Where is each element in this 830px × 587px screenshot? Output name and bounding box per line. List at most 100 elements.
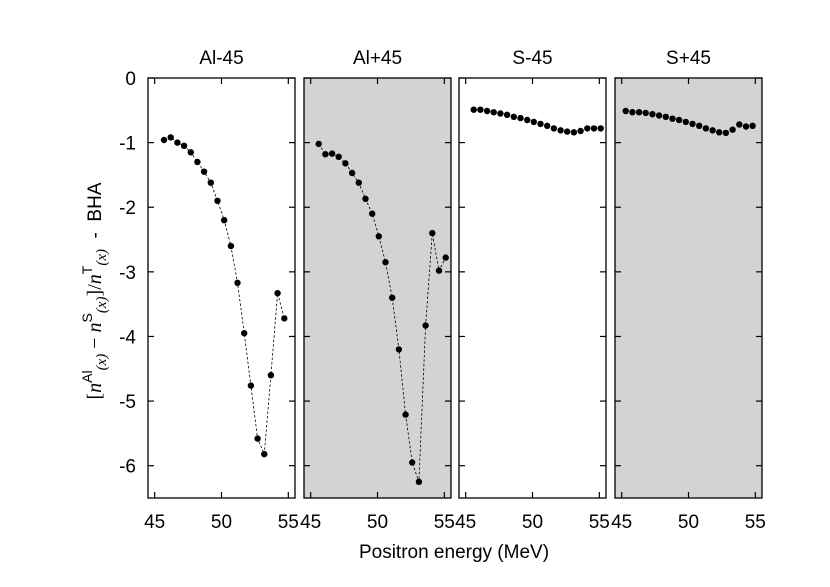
y-tick-label: -4 [119,327,136,348]
data-point [375,233,382,240]
x-tick-label: 55 [745,512,766,533]
panel-1: Al-45 0 -1 -2 -3 -4 -5 -6 45 50 55 [119,48,299,533]
y-tick-label: -1 [119,134,136,155]
ylabel-minus: − [84,332,106,353]
ylabel-n-al: n [84,383,106,393]
data-point [234,279,241,286]
panel-background [615,78,762,498]
data-point [577,127,584,135]
data-point [322,151,329,158]
data-point [510,113,517,121]
data-point [649,111,656,118]
data-point [622,107,629,115]
data-point [200,168,208,175]
data-point [402,411,409,418]
ylabel-n-t: n [84,274,106,284]
data-point [550,125,558,132]
data-point [214,197,221,204]
data-point [241,330,248,337]
data-point [227,242,235,250]
x-tick-label: 45 [455,512,476,533]
panel-4: S+45 45 50 55 [611,48,766,533]
data-point [682,118,689,126]
ylabel-suffix: - BHA [85,182,106,249]
data-point [729,126,736,133]
data-point [669,115,676,122]
data-point [328,150,336,157]
data-point [736,121,743,128]
data-point [742,123,750,130]
data-point [696,122,703,129]
data-point [409,459,416,466]
ylabel-n-s: n [84,322,106,332]
x-tick-label: 50 [367,512,388,533]
data-point [442,254,449,261]
data-point [335,153,342,160]
x-tick-label: 55 [278,512,299,533]
data-point [642,109,649,117]
panel-title: Al+45 [353,48,402,69]
data-point [517,114,524,122]
data-point [537,120,544,128]
data-point [435,267,443,274]
data-point [584,125,591,132]
data-point [389,294,396,301]
x-tick-label: 50 [522,512,543,533]
data-point [662,113,669,121]
data-point [267,372,275,379]
data-point [655,112,663,119]
data-point [590,125,598,132]
data-point [635,109,643,116]
data-point [597,125,604,132]
data-point [254,435,261,442]
data-point [497,110,504,117]
data-point [174,139,181,146]
panel-background [459,78,606,498]
data-point [722,129,730,137]
ylabel-sup-al: Al [79,370,95,382]
data-point [716,129,723,136]
panel-background [148,78,295,498]
data-point [629,109,636,116]
ylabel-arg-t: (x) [94,249,110,266]
data-point [221,217,228,224]
ylabel-sup-t: T [79,265,95,274]
data-point [167,134,174,141]
y-tick-label: -3 [119,263,136,284]
y-tick-label: 0 [125,69,136,90]
data-point [369,210,376,217]
x-axis-title: Positron energy (MeV) [359,542,549,563]
data-point [564,128,571,135]
y-axis-title: [nAl(x) − nS(x)]/nT(x) - BHA [79,182,110,399]
data-point [503,111,511,119]
data-point [490,109,497,116]
x-tick-label: 55 [589,512,610,533]
data-point [749,122,756,129]
x-tick-label: 45 [300,512,321,533]
data-point [355,179,362,186]
data-point [274,290,281,297]
x-tick-label: 45 [144,512,165,533]
panel-frame [458,77,607,499]
y-tick-label: -6 [119,457,136,478]
y-tick-label: -5 [119,392,136,413]
data-point [422,322,429,329]
data-point [675,116,683,124]
data-point [557,127,564,134]
data-point [160,136,168,144]
x-tick-label: 50 [678,512,699,533]
data-point [315,140,322,148]
data-point [382,259,389,266]
data-point [348,169,356,177]
panel-title: S-45 [512,48,552,69]
data-point [261,450,268,458]
ylabel-arg-al: (x) [94,354,110,371]
ylabel-sup-s: S [79,313,95,322]
data-point [194,158,201,166]
data-point [524,116,531,124]
data-point [395,346,403,353]
data-point [689,120,696,128]
panel-3: S-45 45 50 55 [455,48,610,533]
ylabel-arg-s: (x) [94,296,110,313]
data-point [483,107,491,115]
